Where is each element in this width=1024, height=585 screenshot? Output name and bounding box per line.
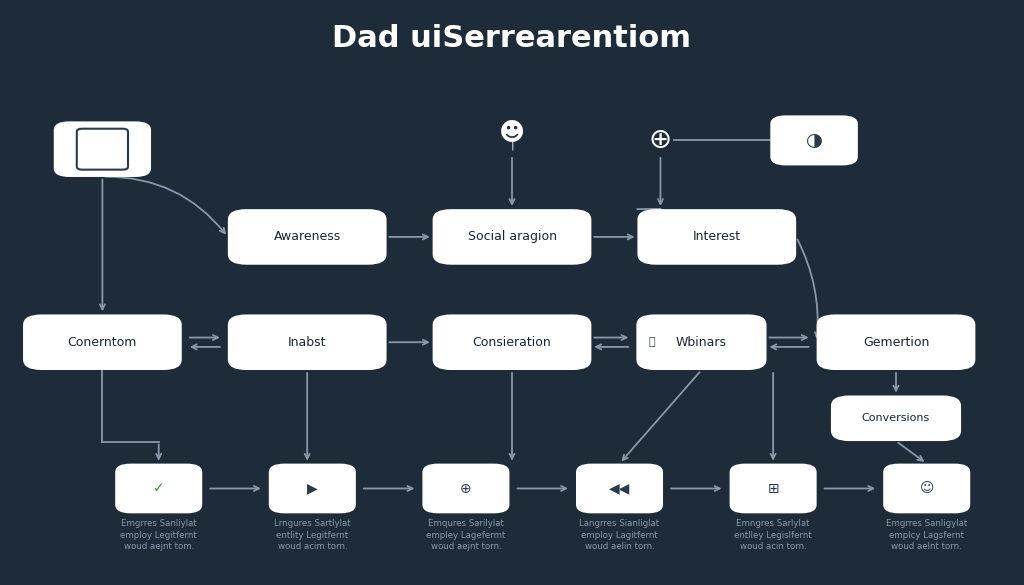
- Text: Gemertion: Gemertion: [863, 336, 929, 349]
- Text: Langrres Sianliglat
employ Lagitfernt
woud aelin torn.: Langrres Sianliglat employ Lagitfernt wo…: [580, 519, 659, 551]
- Text: Consieration: Consieration: [473, 336, 551, 349]
- Text: ⊕: ⊕: [649, 126, 672, 154]
- Text: ☺: ☺: [920, 481, 934, 495]
- FancyBboxPatch shape: [268, 463, 356, 514]
- Text: |: |: [510, 140, 514, 150]
- Text: ▶: ▶: [307, 481, 317, 495]
- Text: Interest: Interest: [693, 230, 740, 243]
- FancyBboxPatch shape: [830, 395, 962, 441]
- FancyBboxPatch shape: [883, 463, 971, 514]
- FancyBboxPatch shape: [24, 315, 182, 370]
- Text: Conerntom: Conerntom: [68, 336, 137, 349]
- Text: Emgrres Sanliylat
employ Legitfernt
woud aejnt tom.: Emgrres Sanliylat employ Legitfernt woud…: [121, 519, 197, 551]
- Text: Dad uiSerrearentiom: Dad uiSerrearentiom: [333, 23, 691, 53]
- Text: ⊕: ⊕: [460, 481, 472, 495]
- FancyBboxPatch shape: [227, 315, 386, 370]
- Text: Conversions: Conversions: [862, 413, 930, 424]
- FancyBboxPatch shape: [636, 315, 767, 370]
- Text: Social aragion: Social aragion: [468, 230, 556, 243]
- Text: ✓: ✓: [153, 481, 165, 495]
- Text: 🔒: 🔒: [649, 337, 655, 347]
- FancyBboxPatch shape: [432, 209, 592, 264]
- FancyBboxPatch shape: [770, 115, 858, 166]
- Text: ☻: ☻: [499, 119, 525, 144]
- Text: Lrngures Sartlylat
entlity Legitfernt
woud acim torn.: Lrngures Sartlylat entlity Legitfernt wo…: [274, 519, 350, 551]
- FancyBboxPatch shape: [637, 209, 797, 264]
- FancyBboxPatch shape: [729, 463, 817, 514]
- FancyBboxPatch shape: [817, 315, 975, 370]
- Text: Awareness: Awareness: [273, 230, 341, 243]
- Text: ◀◀: ◀◀: [609, 481, 630, 495]
- FancyBboxPatch shape: [227, 209, 386, 264]
- Text: Emngres Sarlylat
entlley Legislfernt
woud acin torn.: Emngres Sarlylat entlley Legislfernt wou…: [734, 519, 812, 551]
- FancyBboxPatch shape: [575, 463, 664, 514]
- Text: Wbinars: Wbinars: [676, 336, 727, 349]
- Text: ⊞: ⊞: [767, 481, 779, 495]
- FancyBboxPatch shape: [423, 463, 510, 514]
- FancyBboxPatch shape: [54, 122, 152, 177]
- Text: Emqures Sarilylat
empley Lagefermt
woud aejnt torn.: Emqures Sarilylat empley Lagefermt woud …: [426, 519, 506, 551]
- Text: Inabst: Inabst: [288, 336, 327, 349]
- FancyBboxPatch shape: [115, 463, 203, 514]
- Text: Emgrres Sanligylat
emplcy Lagsfernt
woud aelnt torn.: Emgrres Sanligylat emplcy Lagsfernt woud…: [886, 519, 968, 551]
- Text: ◑: ◑: [806, 131, 822, 150]
- FancyBboxPatch shape: [432, 315, 592, 370]
